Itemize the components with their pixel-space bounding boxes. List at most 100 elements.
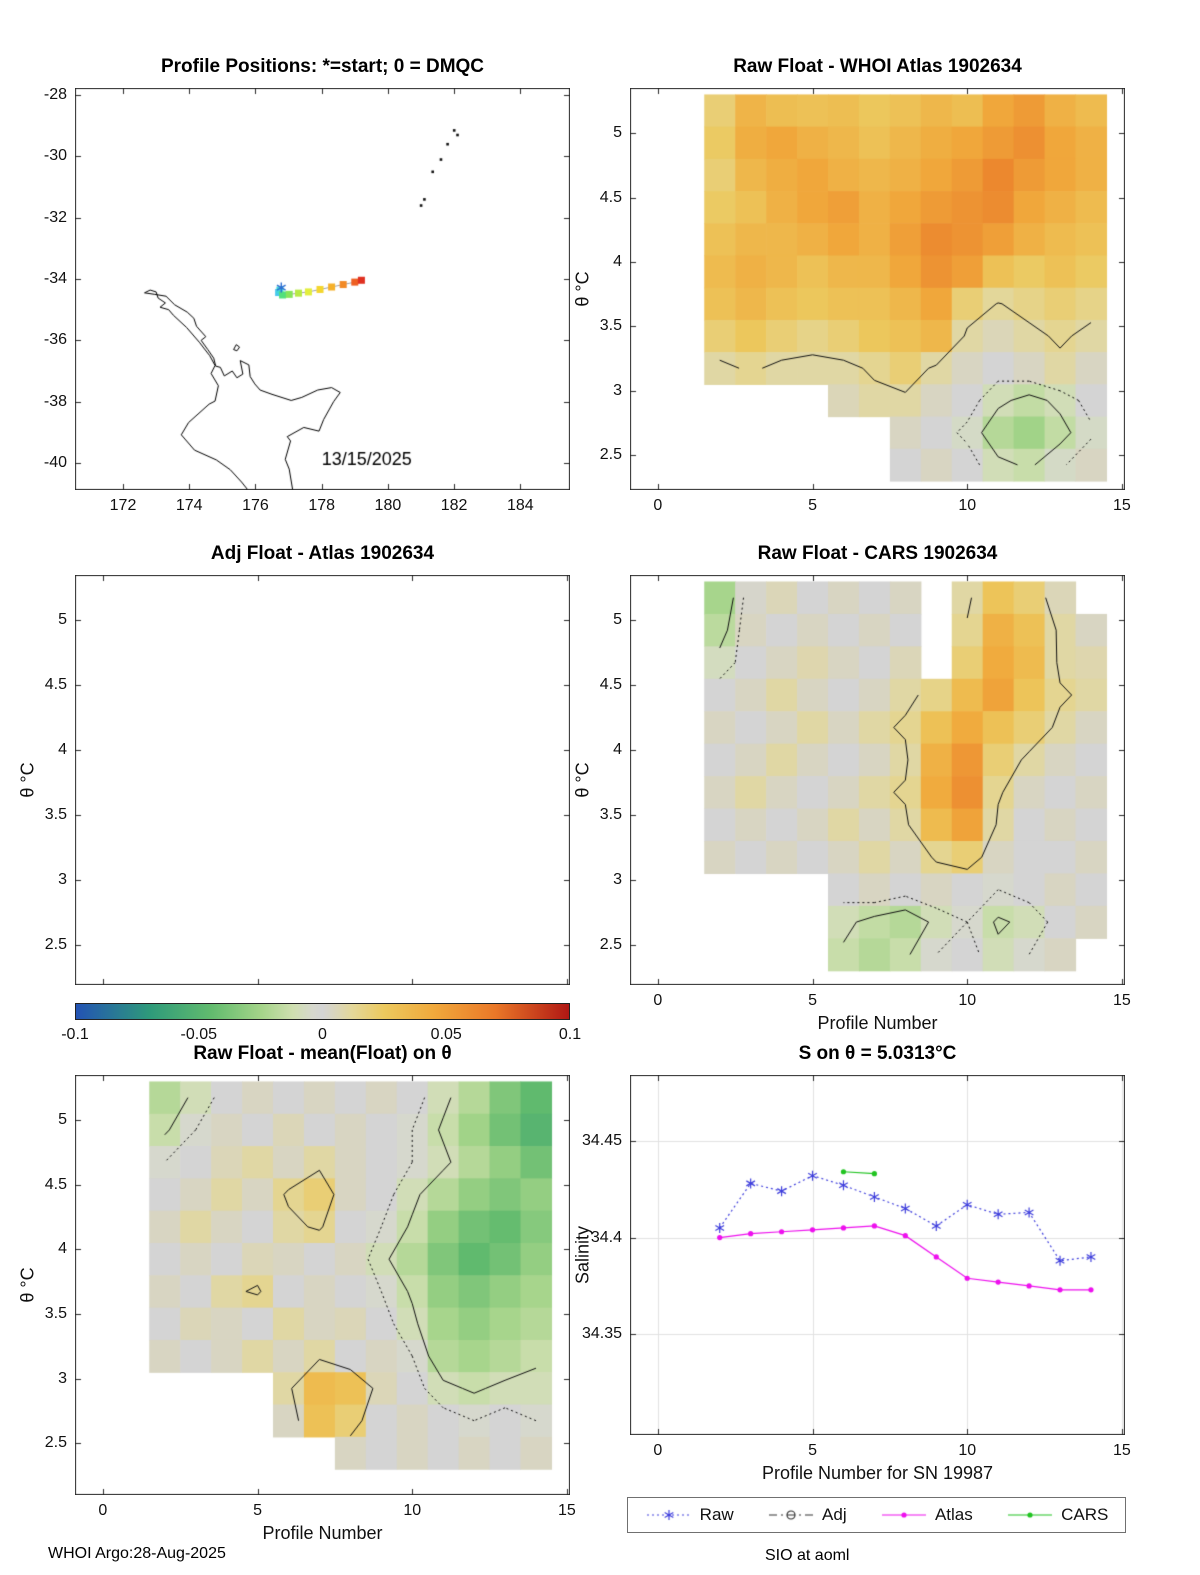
y-tick-label: 3.5 bbox=[599, 317, 622, 335]
legend: Raw Adj Atlas CARS bbox=[627, 1497, 1126, 1533]
x-tick-label: 182 bbox=[440, 497, 468, 514]
x-tick-label: 10 bbox=[958, 992, 977, 1009]
raw-mean-heatmap-canvas bbox=[75, 1075, 570, 1495]
y-tick-label: 2.5 bbox=[599, 446, 622, 464]
y-tick-label: 4 bbox=[58, 1240, 67, 1258]
y-axis-label: θ °C bbox=[17, 1267, 38, 1303]
legend-item-atlas: Atlas bbox=[879, 1505, 973, 1525]
x-tick-label: 10 bbox=[958, 1442, 977, 1459]
x-tick-label: 15 bbox=[558, 1502, 576, 1519]
colorbar: -0.1 -0.05 0 0.05 0.1 bbox=[61, 1003, 581, 1043]
colorbar-tick-label: -0.1 bbox=[61, 1026, 89, 1043]
x-tick-label: 10 bbox=[958, 497, 977, 514]
plot-title: Profile Positions: *=start; 0 = DMQC bbox=[160, 56, 485, 77]
x-tick-label: 5 bbox=[808, 1442, 817, 1459]
legend-item-raw: Raw bbox=[644, 1505, 734, 1525]
y-axis-label: θ °C bbox=[17, 762, 38, 798]
raw-cars-heatmap-canvas bbox=[630, 575, 1125, 985]
raw-atlas-heatmap-canvas bbox=[630, 88, 1125, 490]
salinity-on-theta-plot: S on θ = 5.0313°C Salinity Profile Numbe… bbox=[573, 1043, 1131, 1483]
x-tick-label: 176 bbox=[242, 497, 269, 514]
legend-sample-atlas bbox=[879, 1507, 928, 1523]
x-tick-label: 0 bbox=[98, 1502, 108, 1519]
raw-float-mean-plot: Raw Float - mean(Float) on θ θ °C Profil… bbox=[18, 1043, 576, 1543]
y-tick-label: 3.5 bbox=[44, 806, 67, 824]
y-tick-label: 4 bbox=[58, 741, 67, 759]
adj-atlas-heatmap-canvas bbox=[75, 575, 570, 985]
y-tick-label: 34.35 bbox=[581, 1325, 622, 1343]
plot-title: Raw Float - WHOI Atlas 1902634 bbox=[733, 56, 1022, 77]
y-tick-label: 3.5 bbox=[44, 1305, 67, 1323]
y-tick-label: 3.5 bbox=[599, 806, 622, 824]
x-tick-label: 5 bbox=[808, 497, 817, 514]
x-tick-label: 10 bbox=[403, 1502, 422, 1519]
y-tick-label: 4.5 bbox=[599, 676, 622, 694]
plot-title: Raw Float - CARS 1902634 bbox=[757, 543, 998, 564]
x-tick-label: 172 bbox=[109, 497, 137, 514]
y-axis-label: θ °C bbox=[572, 762, 593, 798]
y-tick-label: -34 bbox=[43, 270, 67, 288]
x-tick-label: 15 bbox=[1113, 1442, 1131, 1459]
legend-sample-raw bbox=[644, 1507, 693, 1523]
y-tick-label: 5 bbox=[613, 611, 622, 629]
adj-float-atlas-plot: Adj Float - Atlas 1902634 θ °C 2.5 3 3.5 4 4… bbox=[18, 543, 570, 985]
colorbar-tick-label: 0.1 bbox=[558, 1026, 582, 1043]
x-axis-label: Profile Number for SN 19987 bbox=[761, 1463, 994, 1483]
y-tick-label: 3 bbox=[613, 870, 622, 888]
y-tick-label: 34.4 bbox=[590, 1228, 622, 1246]
legend-label: Raw bbox=[699, 1505, 734, 1524]
y-tick-label: -36 bbox=[43, 331, 67, 349]
y-tick-label: 5 bbox=[58, 611, 67, 629]
y-tick-label: 4 bbox=[613, 741, 622, 759]
legend-sample-adj bbox=[767, 1507, 816, 1523]
footer-right-text: SIO at aoml bbox=[765, 1547, 850, 1564]
colorbar-gradient bbox=[75, 1003, 570, 1020]
plot-title: Raw Float - mean(Float) on θ bbox=[193, 1043, 452, 1064]
x-axis-label: Profile Number bbox=[817, 1013, 938, 1033]
legend-label: Atlas bbox=[934, 1505, 973, 1524]
x-axis-label: Profile Number bbox=[262, 1523, 383, 1543]
colorbar-tick-label: -0.05 bbox=[180, 1026, 217, 1043]
colorbar-tick-label: 0 bbox=[318, 1026, 327, 1043]
y-tick-label: -32 bbox=[43, 208, 67, 226]
x-tick-label: 184 bbox=[506, 497, 534, 514]
footer-left-text: WHOI Argo:28-Aug-2025 bbox=[48, 1545, 226, 1562]
x-tick-label: 0 bbox=[653, 497, 663, 514]
y-tick-label: 4.5 bbox=[44, 1175, 67, 1193]
x-tick-label: 15 bbox=[1113, 992, 1131, 1009]
y-tick-label: 2.5 bbox=[44, 1434, 67, 1452]
x-tick-label: 180 bbox=[374, 497, 402, 514]
y-tick-label: 4.5 bbox=[44, 676, 67, 694]
y-tick-label: 4.5 bbox=[599, 188, 622, 206]
x-tick-label: 174 bbox=[175, 497, 203, 514]
legend-item-adj: Adj bbox=[767, 1505, 847, 1525]
y-tick-label: 3 bbox=[58, 1369, 67, 1387]
profile-positions-plot: Profile Positions: *=start; 0 = DMQC 172… bbox=[44, 56, 570, 514]
y-tick-label: 2.5 bbox=[44, 935, 67, 953]
y-tick-label: -40 bbox=[43, 454, 67, 472]
x-tick-label: 0 bbox=[653, 1442, 663, 1459]
plot-title: Adj Float - Atlas 1902634 bbox=[210, 543, 435, 564]
y-tick-label: 5 bbox=[613, 124, 622, 142]
x-tick-label: 178 bbox=[308, 497, 336, 514]
colorbar-tick-label: 0.05 bbox=[430, 1026, 462, 1043]
y-tick-label: 3 bbox=[58, 870, 67, 888]
x-tick-label: 0 bbox=[653, 992, 663, 1009]
y-tick-label: 34.45 bbox=[581, 1131, 622, 1149]
legend-label: Adj bbox=[822, 1505, 847, 1524]
y-tick-label: 2.5 bbox=[599, 935, 622, 953]
x-tick-label: 5 bbox=[253, 1502, 262, 1519]
y-tick-label: -38 bbox=[43, 392, 67, 410]
y-tick-label: 3 bbox=[613, 381, 622, 399]
y-tick-label: 4 bbox=[613, 252, 622, 270]
legend-item-cars: CARS bbox=[1006, 1505, 1108, 1525]
x-tick-label: 5 bbox=[808, 992, 817, 1009]
salinity-line-canvas bbox=[630, 1075, 1125, 1435]
y-tick-label: 5 bbox=[58, 1111, 67, 1129]
y-axis-label: θ °C bbox=[572, 271, 593, 307]
raw-float-cars-plot: Raw Float - CARS 1902634 θ °C Profile Nu… bbox=[573, 543, 1131, 1033]
y-tick-label: -28 bbox=[43, 86, 67, 104]
y-tick-label: -30 bbox=[43, 147, 67, 165]
legend-sample-cars bbox=[1006, 1507, 1055, 1523]
legend-label: CARS bbox=[1061, 1505, 1109, 1524]
